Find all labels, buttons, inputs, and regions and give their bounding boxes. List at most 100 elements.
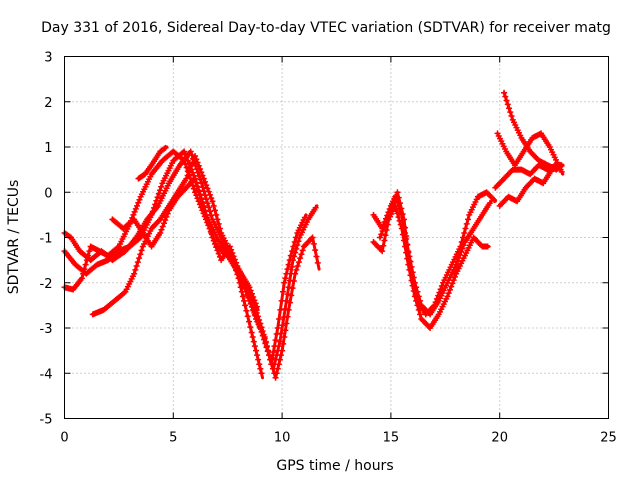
data-point [295,259,302,266]
data-point [210,202,217,209]
data-point [380,242,387,249]
data-point [230,253,237,260]
data-point [252,347,259,354]
data-point [280,340,287,347]
data-point [266,352,273,359]
data-point [293,234,300,241]
data-point [484,243,491,250]
data-point [163,213,170,220]
data-point [132,205,139,212]
data-point [451,273,458,280]
data-point [209,198,216,205]
data-point [256,361,263,368]
data-point [160,220,167,227]
data-point [294,262,301,269]
data-point [253,303,260,310]
data-point [206,225,213,232]
data-point [314,259,321,266]
data-point [431,302,438,309]
data-point [502,93,509,100]
data-point [457,243,464,250]
data-point [264,347,271,354]
data-point [204,216,211,223]
data-point [132,266,139,273]
data-point [213,244,220,251]
data-point [383,218,390,225]
data-point [290,277,297,284]
data-point [391,195,398,202]
data-point [268,361,275,368]
data-point [205,188,212,195]
series-track-6 [135,144,169,182]
y-tick-label: 1 [44,141,52,156]
data-point [389,202,396,209]
data-point [450,277,457,284]
data-point [445,290,452,297]
data-point [157,187,164,194]
y-axis-label: SDTVAR / TECUs [6,180,22,295]
data-point [436,289,443,296]
data-point [200,202,207,209]
data-point [286,257,293,264]
data-point [279,288,286,295]
data-point [382,232,389,239]
data-point [86,248,93,255]
data-point [202,178,209,185]
data-point [506,105,513,112]
data-point [210,237,217,244]
data-point [195,187,202,194]
data-point [188,152,195,159]
data-point [155,190,162,197]
data-point [203,196,210,203]
data-point [246,284,253,291]
data-point [215,250,222,257]
data-point [501,89,508,96]
data-point [312,247,319,254]
data-point [251,343,258,350]
data-point [556,162,563,169]
data-point [138,247,145,254]
data-point [269,355,276,362]
data-point [162,217,169,224]
data-point [162,144,169,151]
data-point [386,208,393,215]
data-point [381,237,388,244]
data-point [248,290,255,297]
data-point [406,257,413,264]
data-point [199,184,206,191]
data-point [380,224,387,231]
data-point [238,288,245,295]
data-point [197,176,204,183]
x-tick-label: 15 [383,431,400,446]
data-point [412,291,419,298]
y-tick-label: 0 [44,186,52,201]
data-point [397,221,404,228]
data-point [181,148,188,155]
data-point [203,211,210,218]
data-point [281,279,288,286]
data-point [433,295,440,302]
data-point [285,284,292,291]
series-track-13 [496,162,563,209]
data-point [198,169,205,176]
data-point [209,234,216,241]
data-point [251,311,258,318]
data-point [284,266,291,273]
data-point [460,234,467,241]
data-point [78,275,85,282]
data-point [244,313,251,320]
data-point [206,191,213,198]
data-point [446,286,453,293]
data-point [402,224,409,231]
data-point [503,97,510,104]
data-point [245,291,252,298]
data-point [449,280,456,287]
data-point [283,270,290,277]
data-point [255,356,262,363]
data-point [395,214,402,221]
data-point [203,182,210,189]
data-point [133,262,140,269]
data-point [183,175,190,182]
data-point [241,297,248,304]
